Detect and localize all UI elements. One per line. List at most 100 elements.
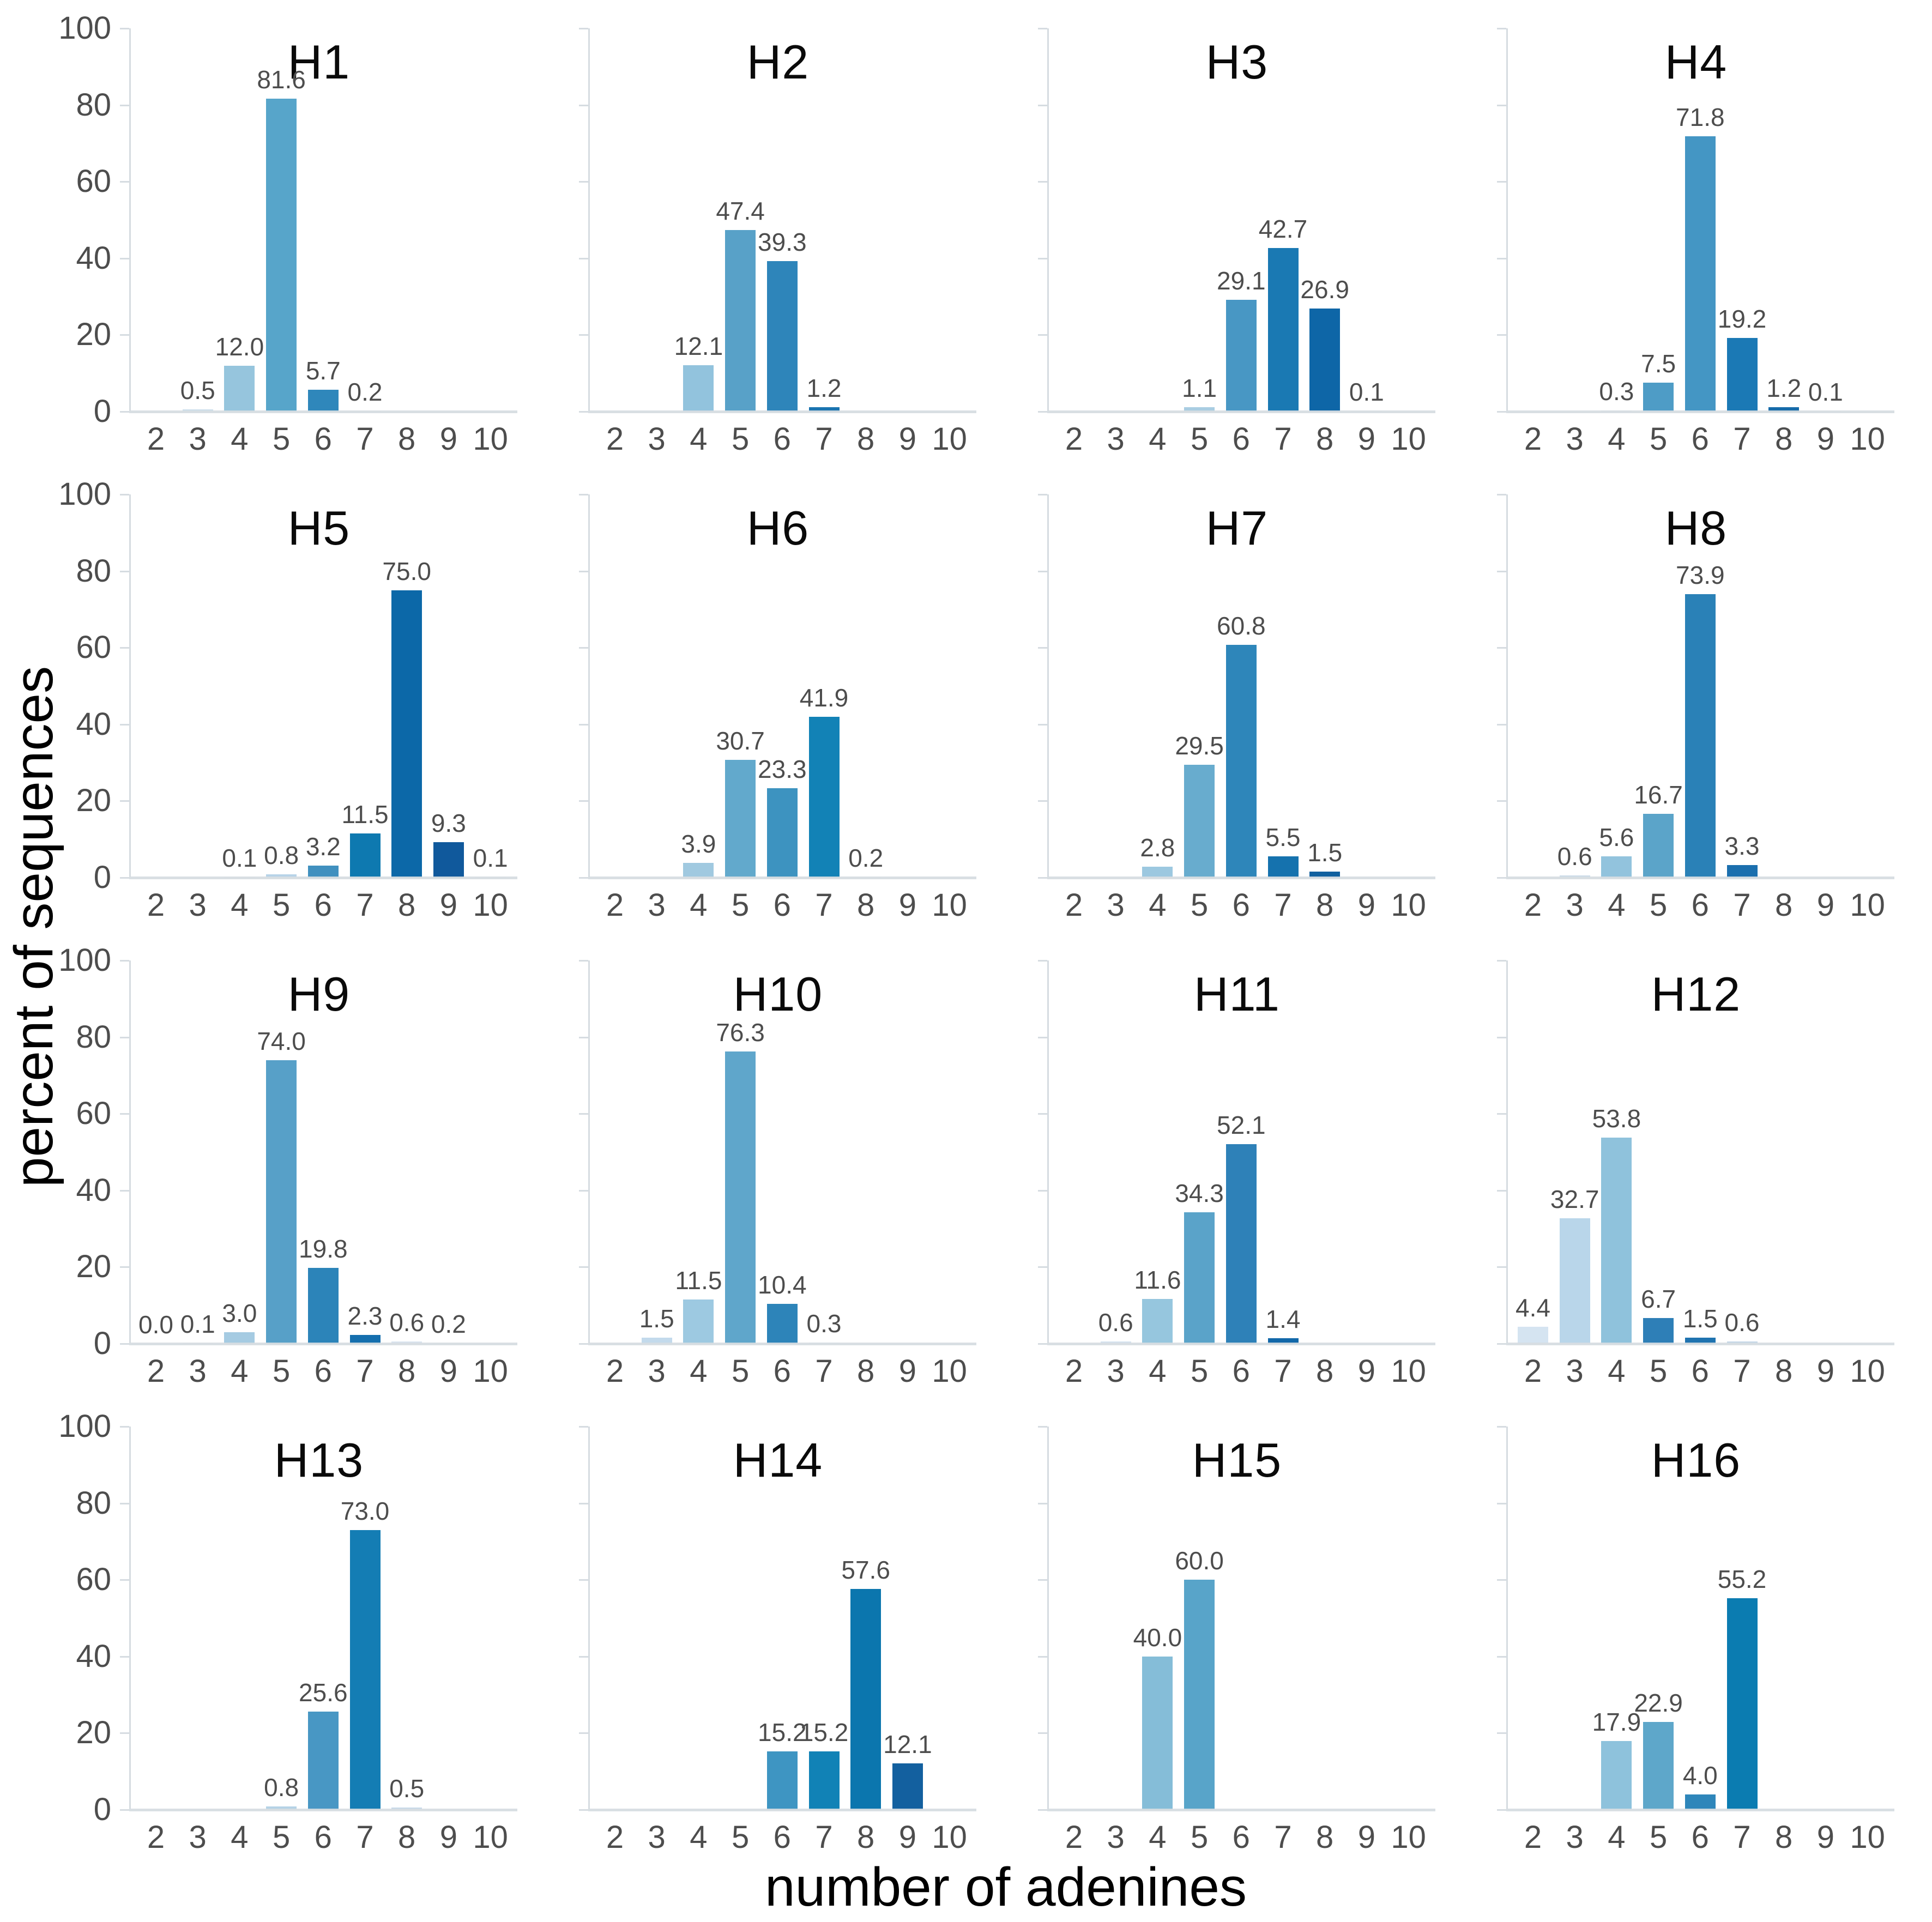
y-tick-mark bbox=[1497, 800, 1506, 802]
plot-area: H2 2 3 4 5 6 7 8 9 10 12.1 47.4 39.3 1.2 bbox=[579, 28, 976, 455]
x-tick-label: 10 bbox=[932, 887, 967, 923]
y-tick-mark bbox=[579, 334, 588, 336]
bar-value-label: 29.5 bbox=[1175, 732, 1224, 760]
panel-title: H16 bbox=[1651, 1433, 1741, 1487]
x-tick-label: 4 bbox=[1149, 1820, 1167, 1855]
bar-value-label: 0.6 bbox=[1724, 1308, 1760, 1337]
y-tick-mark bbox=[579, 570, 588, 572]
bar-value-label: 19.8 bbox=[299, 1235, 348, 1263]
panel-H2: H2 2 3 4 5 6 7 8 9 10 12.1 47.4 39.3 1.2 bbox=[579, 28, 976, 455]
x-tick-label: 6 bbox=[314, 1353, 332, 1389]
plot-area: H5 0 20 40 60 80 100 2 3 4 5 6 7 8 9 10 0.1 0.8 3.2 11.5 75.… bbox=[58, 479, 517, 921]
bar-value-label: 0.5 bbox=[389, 1774, 425, 1803]
x-tick-label: 9 bbox=[439, 887, 458, 923]
x-tick-label: 4 bbox=[1149, 887, 1167, 923]
x-tick-label: 4 bbox=[231, 1353, 249, 1389]
y-tick-mark bbox=[1038, 181, 1047, 183]
y-tick-mark bbox=[579, 1113, 588, 1115]
x-tick-label: 8 bbox=[398, 887, 416, 923]
plot-area: H3 2 3 4 5 6 7 8 9 10 1.1 29.1 42.7 26.9 0.1 bbox=[1038, 28, 1435, 455]
x-tick-label: 3 bbox=[1566, 421, 1584, 457]
bar-value-label: 0.2 bbox=[347, 378, 383, 406]
x-tick-label: 9 bbox=[898, 421, 917, 457]
bar-value-label: 81.6 bbox=[257, 65, 306, 94]
x-tick-label: 9 bbox=[1357, 1353, 1376, 1389]
y-tick-mark bbox=[1038, 723, 1047, 726]
x-tick-label: 3 bbox=[1566, 887, 1584, 923]
bar-value-label: 40.0 bbox=[1133, 1623, 1182, 1652]
panel-H5: H5 0 20 40 60 80 100 2 3 4 5 6 7 8 9 10 0.1 0.8 3.2 11.5 75.… bbox=[58, 479, 517, 921]
bar-x6 bbox=[1685, 1794, 1716, 1810]
y-tick-mark bbox=[1038, 800, 1047, 802]
bar-value-label: 0.1 bbox=[473, 844, 508, 872]
y-tick-mark bbox=[1038, 960, 1047, 962]
y-tick-label: 100 bbox=[58, 476, 111, 512]
bar-value-label: 71.8 bbox=[1676, 103, 1725, 131]
y-tick-label: 20 bbox=[76, 317, 111, 353]
x-axis-line bbox=[588, 877, 976, 879]
x-tick-label: 5 bbox=[272, 1820, 291, 1855]
x-tick-label: 7 bbox=[1274, 887, 1292, 923]
x-tick-label: 8 bbox=[1316, 1353, 1334, 1389]
y-tick-label: 100 bbox=[58, 1409, 111, 1444]
x-tick-label: 7 bbox=[356, 421, 374, 457]
bar-value-label: 0.8 bbox=[264, 841, 299, 869]
panel-title: H9 bbox=[287, 967, 351, 1021]
plot-area: H7 2 3 4 5 6 7 8 9 10 2.8 29.5 60.8 5.5 1.5 bbox=[1038, 494, 1435, 921]
bar-x7 bbox=[808, 1751, 840, 1810]
bar-value-label: 73.0 bbox=[340, 1497, 390, 1525]
x-tick-label: 10 bbox=[1850, 1820, 1885, 1855]
panel-H9: H9 0 20 40 60 80 100 2 3 4 5 6 7 8 9 10 0.0 0.1 3.0 74.0 19.… bbox=[58, 945, 517, 1387]
bar-x7 bbox=[1267, 248, 1299, 412]
x-tick-label: 6 bbox=[314, 887, 332, 923]
x-tick-label: 10 bbox=[1391, 887, 1426, 923]
y-tick-label: 60 bbox=[76, 164, 111, 200]
x-tick-label: 9 bbox=[439, 421, 458, 457]
x-tick-label: 2 bbox=[1065, 1353, 1083, 1389]
x-tick-label: 10 bbox=[473, 887, 508, 923]
bar-x4 bbox=[683, 1300, 714, 1344]
x-tick-label: 4 bbox=[690, 1353, 708, 1389]
panel-H6: H6 2 3 4 5 6 7 8 9 10 3.9 30.7 23.3 41.9 0.2 bbox=[579, 494, 976, 921]
bar-value-label: 15.2 bbox=[799, 1718, 849, 1746]
x-tick-label: 2 bbox=[606, 421, 624, 457]
x-tick-label: 2 bbox=[147, 1353, 165, 1389]
y-tick-mark bbox=[579, 1343, 588, 1345]
panel-title: H6 bbox=[746, 501, 810, 555]
x-tick-label: 2 bbox=[606, 1353, 624, 1389]
panel-H12: H12 2 3 4 5 6 7 8 9 10 4.4 32.7 53.8 6.7 1.5 0.6 bbox=[1497, 960, 1894, 1387]
panel-H8: H8 2 3 4 5 6 7 8 9 10 0.6 5.6 16.7 73.9 3.3 bbox=[1497, 494, 1894, 921]
x-tick-label: 9 bbox=[439, 1353, 458, 1389]
y-tick-mark bbox=[1038, 104, 1047, 106]
x-tick-label: 10 bbox=[932, 1820, 967, 1855]
bar-x6 bbox=[1685, 136, 1716, 412]
y-tick-mark bbox=[1497, 104, 1506, 106]
y-tick-mark bbox=[579, 1266, 588, 1268]
x-tick-label: 5 bbox=[1190, 421, 1209, 457]
bar-value-label: 1.4 bbox=[1265, 1305, 1301, 1333]
y-tick-mark bbox=[120, 647, 129, 649]
x-axis-line bbox=[1506, 1343, 1894, 1345]
bar-value-label: 6.7 bbox=[1641, 1285, 1676, 1313]
x-tick-label: 5 bbox=[1649, 1353, 1668, 1389]
bar-value-label: 0.0 bbox=[138, 1310, 173, 1339]
bar-value-label: 1.2 bbox=[806, 374, 842, 402]
y-tick-label: 0 bbox=[93, 394, 111, 429]
bar-value-label: 5.5 bbox=[1265, 823, 1301, 851]
bar-value-label: 11.6 bbox=[1134, 1266, 1181, 1294]
x-tick-label: 7 bbox=[1733, 887, 1751, 923]
bar-value-label: 15.2 bbox=[758, 1718, 807, 1746]
y-tick-label: 60 bbox=[76, 630, 111, 666]
y-tick-mark bbox=[579, 723, 588, 726]
bar-value-label: 0.8 bbox=[264, 1773, 299, 1802]
bar-x6 bbox=[1685, 594, 1716, 878]
x-tick-label: 8 bbox=[857, 421, 875, 457]
x-tick-label: 6 bbox=[1232, 887, 1250, 923]
bar-value-label: 76.3 bbox=[716, 1018, 765, 1047]
y-tick-mark bbox=[579, 1502, 588, 1504]
y-tick-label: 20 bbox=[76, 1249, 111, 1285]
bar-x4 bbox=[1142, 1299, 1173, 1344]
x-tick-label: 2 bbox=[1065, 421, 1083, 457]
x-tick-label: 8 bbox=[857, 887, 875, 923]
bar-x5 bbox=[266, 1060, 297, 1344]
